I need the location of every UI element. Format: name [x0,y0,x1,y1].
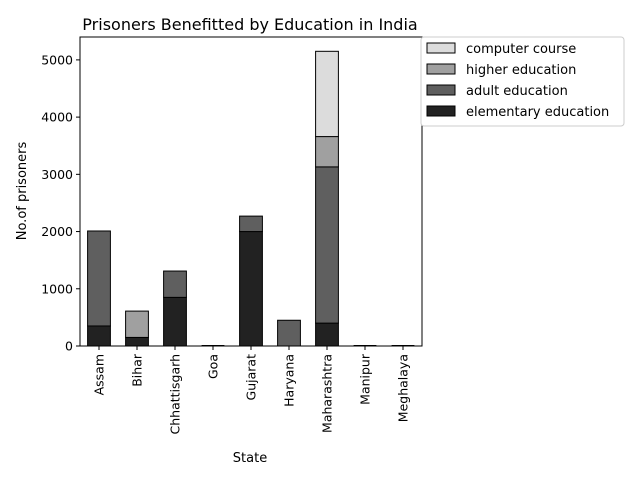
bar-adult-education-gujarat [239,215,263,233]
bar-adult-education-chhattisgarh [163,270,187,298]
x-tick-label: Chhattisgarh [168,354,183,434]
legend: computer course higher education adult edu… [420,36,625,127]
y-tick-label: 4000 [41,110,73,125]
y-tick-label: 2000 [41,224,73,239]
x-tick-label: Haryana [282,354,297,407]
bar-elementary-education-assam [87,325,111,347]
y-tick-label: 1000 [41,281,73,296]
x-tick-label: Bihar [130,353,145,387]
bar-adult-education-assam [87,230,111,327]
bar-elementary-education-bihar [125,336,149,347]
legend-swatch-adult-education [426,84,456,96]
bar-adult-education-maharashtra [315,166,339,324]
bar-higher-education-bihar [125,310,149,338]
legend-label-computer-course: computer course [466,42,576,57]
y-axis-title: No.of prisoners [15,142,30,241]
x-tick-label: Manipur [358,353,373,405]
bar-elementary-education-maharashtra [315,322,339,347]
legend-label-adult-education: adult education [466,84,568,99]
legend-swatch-computer-course [426,42,456,54]
chart-title: Prisoners Benefitted by Education in Ind… [82,15,417,34]
bar-computer-course-maharashtra [315,50,339,138]
x-tick-label: Gujarat [244,354,259,401]
x-tick-label: Assam [92,354,107,395]
legend-swatch-higher-education [426,63,456,75]
legend-frame [420,36,625,127]
bar-elementary-education-gujarat [239,231,263,347]
axes-layer: 0 1000 2000 3000 4000 5000 Assam Bihar Chhattisg… [41,36,423,434]
x-tick-label: Maharashtra [320,354,335,433]
bar-adult-education-haryana [277,319,301,347]
bar-higher-education-maharashtra [315,136,339,168]
x-tick-label: Goa [206,354,221,379]
legend-label-elementary-education: elementary education [466,105,609,120]
legend-swatch-elementary-education [426,105,456,117]
x-tick-label: Meghalaya [396,354,411,422]
legend-label-higher-education: higher education [466,63,576,78]
y-tick-label: 0 [65,339,73,354]
bar-elementary-education-chhattisgarh [163,296,187,347]
bars-layer [87,50,415,347]
y-tick-label: 3000 [41,167,73,182]
x-axis-title: State [233,451,267,466]
y-tick-label: 5000 [41,52,73,67]
